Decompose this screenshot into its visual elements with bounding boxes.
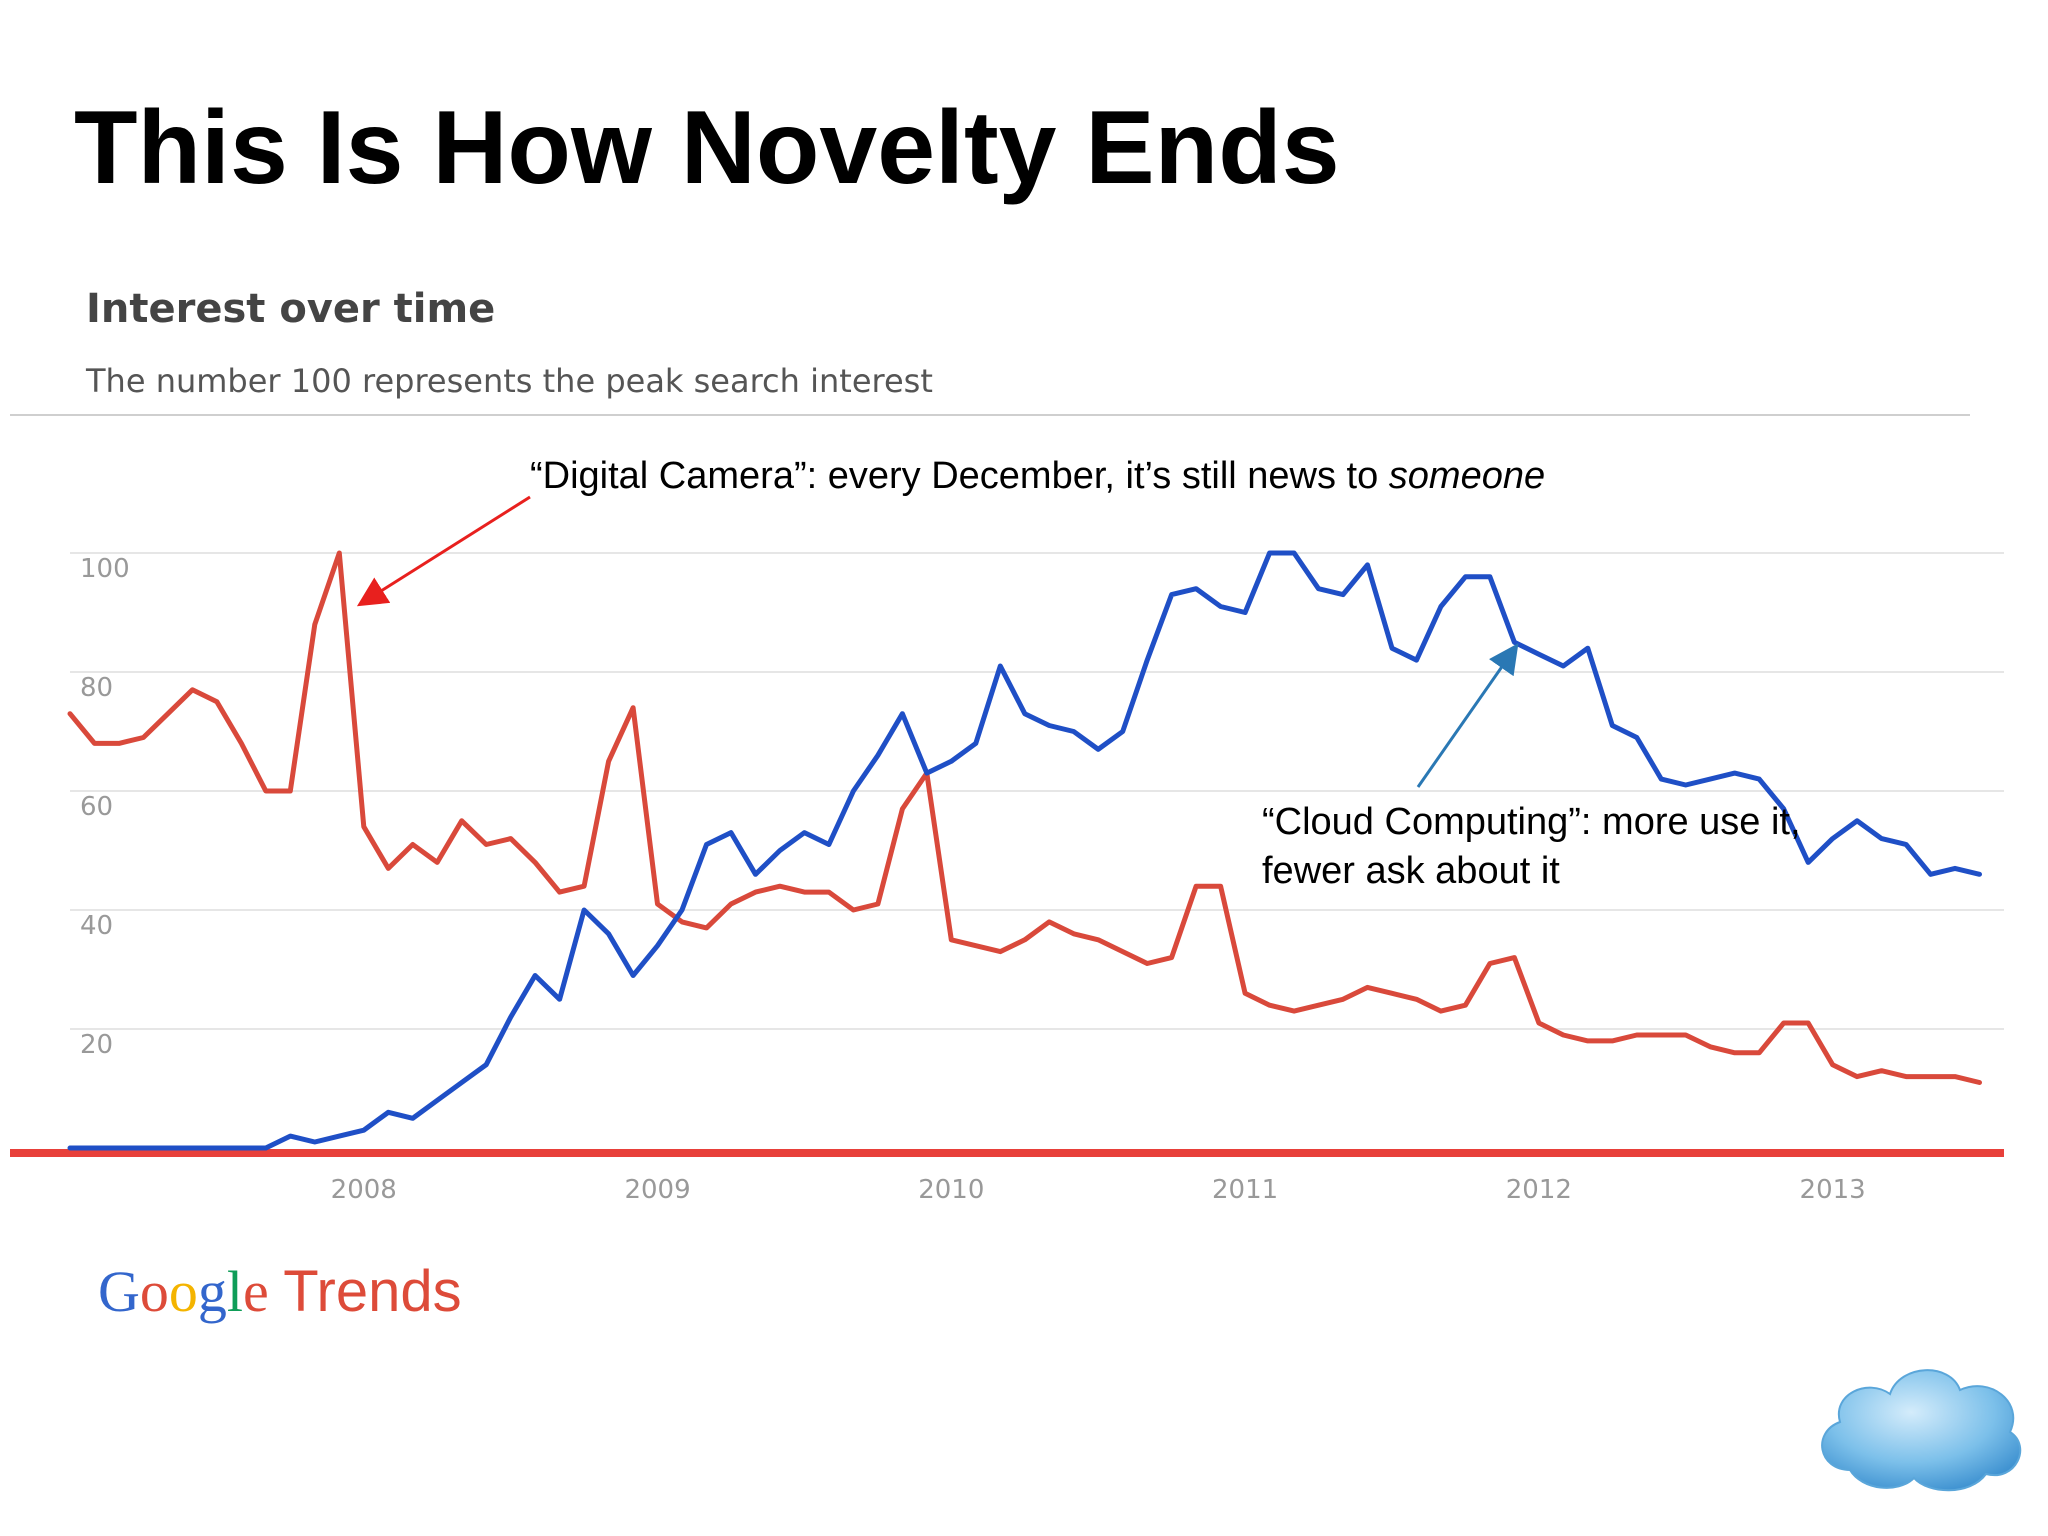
- cloud-computing-annotation: “Cloud Computing”: more use it, fewer as…: [1262, 801, 1801, 893]
- y-tick-label: 60: [80, 792, 113, 822]
- google-trends-logo: Google Trends: [98, 1258, 462, 1325]
- cloud-computing-line: [67, 550, 1982, 1151]
- google-wordmark: Google: [98, 1259, 269, 1324]
- y-tick-label: 100: [80, 554, 130, 584]
- google-letter: o: [139, 1259, 169, 1324]
- cloud-arrow: [1416, 643, 1519, 788]
- panel-subtitle: The number 100 represents the peak searc…: [86, 362, 933, 400]
- cloud-icon: [1821, 1369, 2022, 1492]
- x-tick-label: 2011: [1212, 1175, 1278, 1205]
- google-letter: l: [226, 1259, 244, 1324]
- google-letter: e: [243, 1259, 269, 1324]
- digital-camera-line: [67, 550, 1982, 1085]
- trends-wordmark: Trends: [283, 1259, 462, 1324]
- x-tick-label: 2008: [331, 1175, 397, 1205]
- y-tick-label: 40: [80, 911, 113, 941]
- y-tick-label: 20: [80, 1030, 113, 1060]
- camera-arrow: [356, 495, 531, 607]
- digital-camera-annotation: “Digital Camera”: every December, it’s s…: [530, 452, 1545, 501]
- x-tick-label: 2009: [624, 1175, 690, 1205]
- google-letter: g: [197, 1259, 227, 1324]
- google-letter: o: [168, 1259, 198, 1324]
- digital-camera-annotation-emphasis: someone: [1388, 455, 1546, 497]
- slide-title: This Is How Novelty Ends: [74, 90, 1340, 206]
- x-tick-label: 2010: [918, 1175, 984, 1205]
- panel-title: Interest over time: [86, 286, 496, 332]
- digital-camera-annotation-text: “Digital Camera”: every December, it’s s…: [530, 455, 1389, 497]
- x-tick-label: 2013: [1800, 1175, 1866, 1205]
- y-tick-label: 80: [80, 673, 113, 703]
- x-tick-label: 2012: [1506, 1175, 1572, 1205]
- google-letter: G: [98, 1259, 140, 1324]
- panel-divider: [10, 414, 1970, 416]
